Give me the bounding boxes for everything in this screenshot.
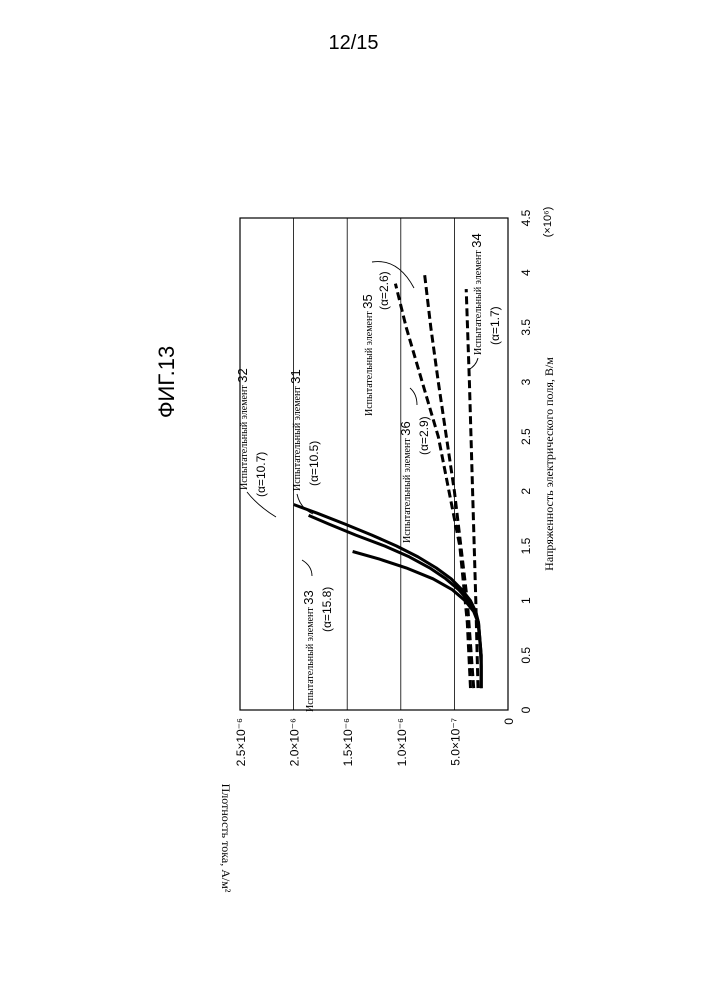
- leader-line: [302, 560, 312, 576]
- svg-text:Испытательный элемент 31: Испытательный элемент 31: [288, 369, 303, 491]
- x-tick-label: 3.5: [519, 319, 533, 336]
- annotation-number: 36: [398, 421, 413, 435]
- annotation-alpha: (α=10.7): [254, 452, 268, 497]
- annotation-element-31: Испытательный элемент 31 (α=10.5): [288, 369, 321, 514]
- annotation-number: 35: [360, 294, 375, 308]
- svg-text:Испытательный элемент 36: Испытательный элемент 36: [398, 421, 413, 543]
- annotation-alpha: (α=10.5): [307, 441, 321, 486]
- svg-text:Испытательный элемент 35: Испытательный элемент 35: [360, 294, 375, 416]
- x-tick-label: 4.5: [519, 209, 533, 226]
- annotation-element-33: Испытательный элемент 33 (α=15.8): [301, 560, 334, 712]
- leader-line: [410, 388, 417, 405]
- y-tick-label: 2.5×10⁻⁶: [234, 718, 248, 766]
- annotation-label: Испытательный элемент: [305, 607, 316, 712]
- annotation-number: 31: [288, 369, 303, 383]
- annotation-alpha: (α=1.7): [488, 306, 502, 345]
- x-tick-labels: 0 0.5 1 1.5 2 2.5 3 3.5 4 4.5: [519, 209, 533, 713]
- x-axis-multiplier: (×10⁶): [542, 207, 554, 238]
- y-tick-label: 2.0×10⁻⁶: [288, 718, 302, 766]
- x-tick-label: 3: [519, 378, 533, 385]
- annotation-alpha: (α=15.8): [320, 587, 334, 632]
- annotation-label: Испытательный элемент: [473, 250, 484, 355]
- annotation-label: Испытательный элемент: [239, 385, 250, 490]
- annotation-number: 34: [469, 233, 484, 247]
- x-tick-label: 2.5: [519, 428, 533, 445]
- annotation-number: 32: [235, 368, 250, 382]
- figure-label: ФИГ.13: [154, 346, 179, 418]
- y-tick-label: 1.0×10⁻⁶: [395, 718, 409, 766]
- y-tick-labels: 0 5.0×10⁻⁷ 1.0×10⁻⁶ 1.5×10⁻⁶ 2.0×10⁻⁶ 2.5×10⁻…: [234, 718, 516, 767]
- annotation-element-36: Испытательный элемент 36 (α=2.9): [398, 388, 431, 543]
- svg-text:Испытательный элемент 33: Испытательный элемент 33: [301, 590, 316, 712]
- x-axis-label: Напряженность электрического поля, В/м: [542, 357, 556, 571]
- y-tick-label: 5.0×10⁻⁷: [448, 718, 462, 766]
- annotation-element-34: Испытательный элемент 34 (α=1.7): [468, 233, 502, 370]
- annotation-element-35: Испытательный элемент 35 (α=2.6): [360, 262, 414, 416]
- annotation-alpha: (α=2.9): [417, 416, 431, 455]
- x-tick-label: 2: [519, 488, 533, 495]
- annotation-label: Испытательный элемент: [402, 438, 413, 543]
- x-tick-label: 1: [519, 597, 533, 604]
- y-axis-label: Плотность тока, А/м²: [219, 784, 233, 893]
- x-tick-label: 4: [519, 269, 533, 276]
- annotation-label: Испытательный элемент: [292, 386, 303, 491]
- series-line-0: [353, 552, 482, 689]
- x-tick-label: 0: [519, 706, 533, 713]
- annotation-number: 33: [301, 590, 316, 604]
- y-tick-label: 0: [502, 718, 516, 725]
- svg-text:Испытательный элемент 34: Испытательный элемент 34: [469, 233, 484, 355]
- series-line-1: [309, 515, 482, 688]
- annotation-label: Испытательный элемент: [364, 311, 375, 416]
- y-tick-label: 1.5×10⁻⁶: [341, 718, 355, 766]
- x-tick-label: 1.5: [519, 537, 533, 554]
- annotation-alpha: (α=2.6): [377, 271, 391, 310]
- x-tick-label: 0.5: [519, 647, 533, 664]
- annotation-element-32: Испытательный элемент 32 (α=10.7): [235, 368, 276, 517]
- svg-text:Испытательный элемент 32: Испытательный элемент 32: [235, 368, 250, 490]
